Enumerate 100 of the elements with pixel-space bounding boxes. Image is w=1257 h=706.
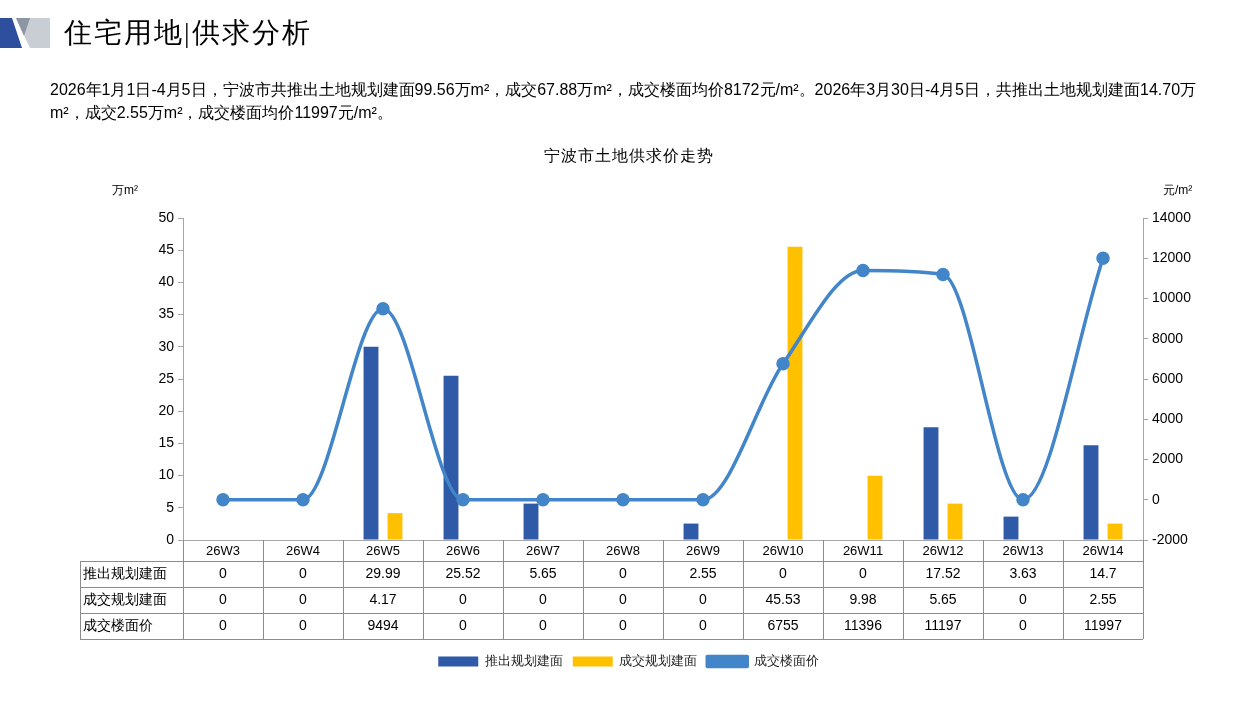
point [936,267,950,282]
text: 成交楼面价 [83,616,153,633]
point [616,493,630,507]
chart-title: 住宅用地|供求分析 [64,16,312,50]
y2-tick-label: 10000 [1152,289,1192,306]
data-label: 5.65 [529,564,557,581]
legend-label: 成交规划建面 [619,653,698,669]
data-label: 11396 [844,616,883,633]
y2-tick-label: 0 [1152,490,1160,507]
x-tick-label: 26W5 [366,543,400,559]
point [376,301,390,316]
y-tick-label: 25 [158,369,175,386]
data-label: 0 [619,616,628,633]
x-tick-label: 26W7 [526,543,560,559]
x-tick-label: 26W4 [286,543,320,559]
data-label: 0 [219,590,228,607]
y-tick-label: 10 [158,466,175,483]
x-tick-label: 26W3 [206,543,240,559]
data-label: 0 [1019,590,1028,607]
y-tick-label: 30 [158,337,175,354]
data-label: 0 [299,590,308,607]
legend-label: 推出规划建面 [484,653,563,669]
data-label: 11197 [924,616,962,633]
data-label: 0 [619,564,628,581]
bar [443,375,459,540]
data-label: 0 [1019,616,1028,633]
data-label: 0 [219,616,228,633]
point [296,493,310,507]
y2-tick-label: 4000 [1152,410,1184,427]
data-label: 4.17 [369,590,397,607]
bar [867,475,883,540]
x-tick-label: 26W12 [922,543,964,559]
x-tick-label: 26W13 [1002,543,1044,559]
data-label: 9.98 [849,590,877,607]
data-label: 0 [299,564,308,581]
y2-tick-label: 12000 [1152,249,1192,266]
point [776,357,790,371]
data-label: 0 [219,564,228,581]
point [1096,251,1110,266]
y-tick-label: 5 [166,498,175,515]
y-tick-label: 0 [166,530,175,547]
data-label: 6755 [767,616,799,633]
data-label: 0 [779,564,788,581]
data-label: 0 [539,590,548,607]
x-tick-label: 26W10 [762,543,804,559]
data-label: 0 [299,616,308,633]
data-label: 29.99 [365,564,401,581]
bar [1107,523,1123,540]
y-axis-title: 万m² [112,182,138,199]
bar [387,513,403,540]
data-label: 0 [539,616,548,633]
data-label: 2.55 [1089,590,1117,607]
y-tick-label: 40 [158,273,175,290]
text: 推出规划建面 [83,564,167,581]
x-tick-label: 26W11 [842,543,884,559]
bar [363,346,379,540]
data-label: 0 [459,590,468,607]
bar [787,246,803,540]
chart-subtitle: 2026年1月1日-4月5日，宁波市共推出土地规划建面99.56万m²，成交67.88万m²，成交楼面均价8172元/m²。2026年3月30日-4月5日，共推出土地规划建面14.70万m²，成交2.55万m²，成交楼面均价11997元/m²。 [50,80,1198,123]
bar [947,503,963,540]
y-tick-label: 50 [158,208,175,225]
y2-axis-title: 元/m² [1163,182,1193,199]
y2-tick-label: -2000 [1152,530,1189,547]
y-tick-label: 20 [158,402,175,419]
point [536,493,550,507]
bar [1083,445,1099,540]
data-label: 3.63 [1009,564,1037,581]
x-tick-label: 26W14 [1082,543,1124,559]
data-label: 0 [459,616,468,633]
y-tick-label: 15 [158,434,175,451]
bar [683,523,699,540]
data-label: 0 [699,616,708,633]
y-tick-label: 45 [158,241,175,258]
y-tick-label: 35 [158,305,175,322]
data-label: 2.55 [689,564,717,581]
text: 宁波市土地供求价走势 [542,146,715,166]
data-label: 45.53 [765,590,801,607]
y2-tick-label: 14000 [1152,208,1192,225]
data-label: 9494 [367,616,399,633]
data-label: 0 [699,590,708,607]
data-label: 25.52 [445,564,481,581]
data-label: 17.52 [925,564,961,581]
point [216,493,230,507]
y2-tick-label: 2000 [1152,450,1184,467]
x-tick-label: 26W8 [606,543,640,559]
y2-tick-label: 8000 [1152,329,1184,346]
bar [923,427,939,540]
text: 成交规划建面 [83,590,167,607]
data-label: 0 [859,564,868,581]
data-label: 11997 [1084,616,1123,633]
point [1016,493,1030,507]
y2-tick-label: 6000 [1152,369,1184,386]
legend-label: 成交楼面价 [753,653,819,669]
point [696,493,710,507]
x-tick-label: 26W6 [446,543,480,559]
point [856,263,870,278]
bar [1003,516,1019,540]
x-tick-label: 26W9 [686,543,720,559]
data-label: 14.7 [1089,564,1117,581]
data-label: 0 [619,590,628,607]
